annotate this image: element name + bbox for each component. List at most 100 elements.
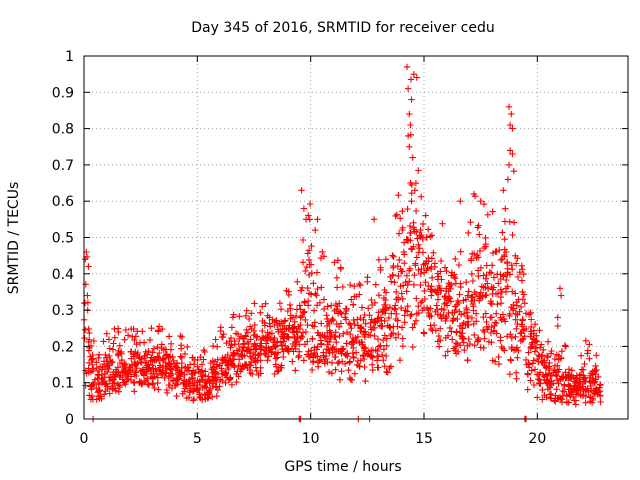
data-point — [200, 371, 207, 379]
data-point — [434, 338, 442, 345]
data-point — [334, 257, 342, 264]
data-point — [404, 303, 411, 310]
data-point — [341, 360, 349, 367]
data-point — [471, 331, 478, 339]
data-point — [150, 345, 158, 352]
data-point — [338, 368, 345, 375]
y-tick-label: 0.4 — [52, 267, 74, 283]
data-point — [276, 300, 284, 307]
data-point — [290, 324, 297, 331]
data-point — [292, 367, 299, 374]
data-point — [167, 346, 175, 353]
data-point — [410, 226, 418, 233]
data-point-spike — [509, 125, 516, 132]
data-point — [460, 310, 468, 317]
data-point — [376, 322, 384, 329]
chart-title: Day 345 of 2016, SRMTID for receiver ced… — [191, 20, 494, 36]
data-point — [252, 346, 259, 353]
data-point — [419, 307, 426, 314]
data-point — [500, 272, 507, 279]
data-point — [111, 385, 119, 392]
data-point — [206, 379, 213, 387]
data-point — [299, 333, 306, 341]
data-point — [595, 373, 602, 381]
data-point — [503, 276, 510, 284]
data-point — [547, 395, 554, 402]
data-point — [323, 312, 330, 319]
data-point — [486, 269, 493, 276]
data-point — [482, 243, 489, 250]
data-point — [476, 247, 484, 255]
data-point — [234, 350, 242, 357]
data-point — [447, 298, 455, 305]
data-point — [178, 369, 185, 376]
data-point — [480, 344, 487, 352]
data-point — [546, 391, 554, 398]
data-point — [513, 260, 520, 267]
data-point — [165, 333, 173, 340]
data-point — [387, 332, 394, 340]
data-point — [464, 321, 471, 329]
data-point — [531, 348, 539, 355]
data-point — [394, 263, 401, 270]
data-point — [166, 361, 173, 368]
data-point — [319, 248, 326, 256]
data-point — [155, 323, 163, 330]
data-point — [361, 363, 368, 371]
data-point — [296, 325, 303, 333]
data-point — [391, 305, 398, 312]
data-point — [89, 361, 96, 368]
data-point — [421, 330, 428, 337]
data-point — [573, 387, 581, 394]
data-point — [488, 262, 496, 269]
data-point-spike — [477, 198, 484, 205]
data-point — [347, 321, 354, 328]
data-point — [375, 343, 383, 350]
data-point — [306, 200, 314, 208]
data-point — [565, 399, 572, 406]
y-tick-label: 0.8 — [52, 122, 74, 138]
data-point — [471, 342, 478, 349]
data-point — [262, 333, 269, 341]
data-point — [448, 328, 455, 335]
data-point — [497, 293, 504, 301]
data-point — [116, 382, 123, 389]
data-point — [228, 381, 236, 388]
data-point — [190, 397, 197, 404]
data-point — [507, 357, 515, 364]
data-point — [177, 353, 184, 360]
data-point — [382, 256, 390, 263]
data-point — [512, 252, 519, 259]
data-point — [401, 319, 408, 326]
data-point — [87, 383, 94, 390]
data-point — [383, 368, 390, 375]
data-point — [227, 334, 235, 342]
data-point — [292, 345, 299, 353]
data-point — [443, 268, 450, 275]
data-point — [539, 396, 546, 403]
data-point — [235, 356, 243, 363]
data-point — [332, 366, 339, 373]
data-point — [496, 246, 503, 254]
data-point-spike — [457, 198, 464, 205]
data-point — [508, 262, 515, 269]
data-point — [115, 349, 122, 357]
data-point — [305, 212, 312, 219]
data-point — [544, 354, 551, 361]
data-point — [406, 222, 414, 230]
data-point — [311, 349, 318, 357]
data-point — [474, 252, 481, 259]
data-point — [362, 377, 369, 385]
data-point — [548, 347, 555, 355]
data-point — [513, 325, 520, 332]
data-point — [400, 282, 407, 289]
data-point — [520, 270, 527, 278]
data-point — [541, 357, 548, 364]
data-point — [230, 349, 237, 356]
data-point — [371, 299, 379, 306]
data-point — [435, 332, 443, 340]
data-point — [519, 336, 526, 343]
data-point — [456, 308, 463, 315]
data-point — [267, 323, 274, 330]
